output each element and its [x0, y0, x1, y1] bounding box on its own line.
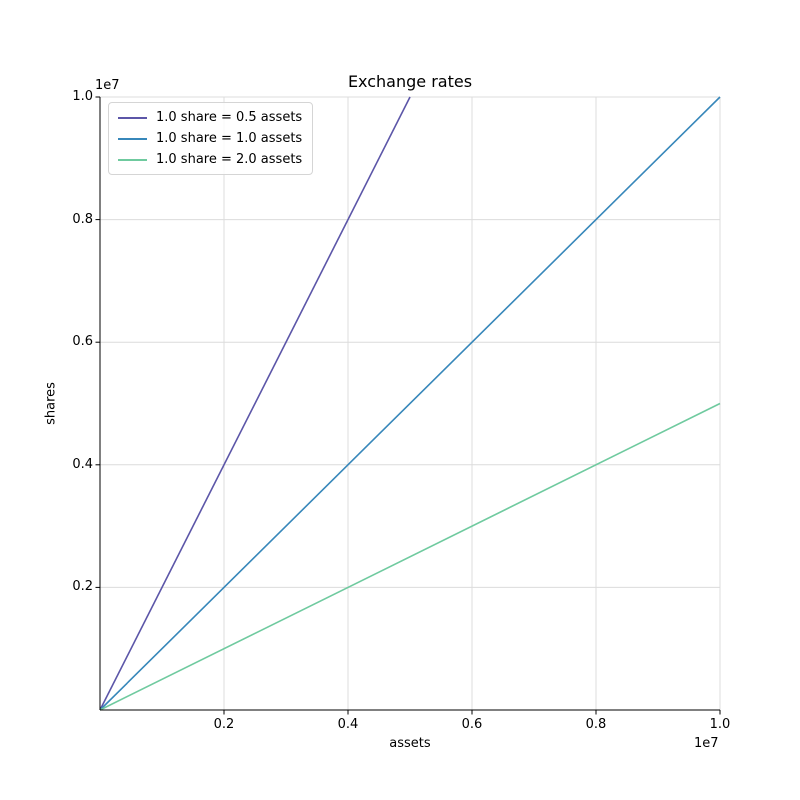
legend-label: 1.0 share = 1.0 assets — [156, 131, 303, 146]
series-line — [99, 96, 721, 711]
legend-line-swatch — [118, 116, 147, 119]
x-axis-offset-label: 1e7 — [694, 736, 719, 751]
legend-line-swatch — [118, 158, 147, 161]
legend-line-swatch — [118, 137, 147, 140]
x-axis-label: assets — [389, 736, 431, 751]
y-axis-offset-label: 1e7 — [95, 78, 120, 93]
x-tick-label: 0.4 — [337, 717, 359, 732]
series-line — [99, 96, 411, 711]
x-tick-label: 1.0 — [709, 717, 731, 732]
x-tick-label: 0.8 — [585, 717, 607, 732]
legend-label: 1.0 share = 2.0 assets — [156, 152, 303, 167]
series-line — [99, 402, 721, 711]
y-tick-label: 0.2 — [72, 579, 93, 595]
legend-item: 1.0 share = 0.5 assets — [118, 109, 302, 126]
legend-item: 1.0 share = 1.0 assets — [118, 130, 302, 147]
y-tick-label: 0.6 — [72, 334, 93, 350]
y-axis-label: shares — [43, 382, 59, 425]
y-tick-label: 1.0 — [72, 89, 93, 104]
legend-item: 1.0 share = 2.0 assets — [118, 151, 302, 168]
x-tick-label: 0.2 — [213, 717, 235, 732]
legend: 1.0 share = 0.5 assets 1.0 share = 1.0 a… — [108, 102, 314, 175]
x-tick-label: 0.6 — [461, 717, 483, 732]
y-tick-label: 0.8 — [72, 211, 93, 227]
legend-label: 1.0 share = 0.5 assets — [156, 110, 303, 125]
y-tick-label: 0.4 — [72, 456, 93, 472]
chart-title: Exchange rates — [347, 72, 473, 91]
